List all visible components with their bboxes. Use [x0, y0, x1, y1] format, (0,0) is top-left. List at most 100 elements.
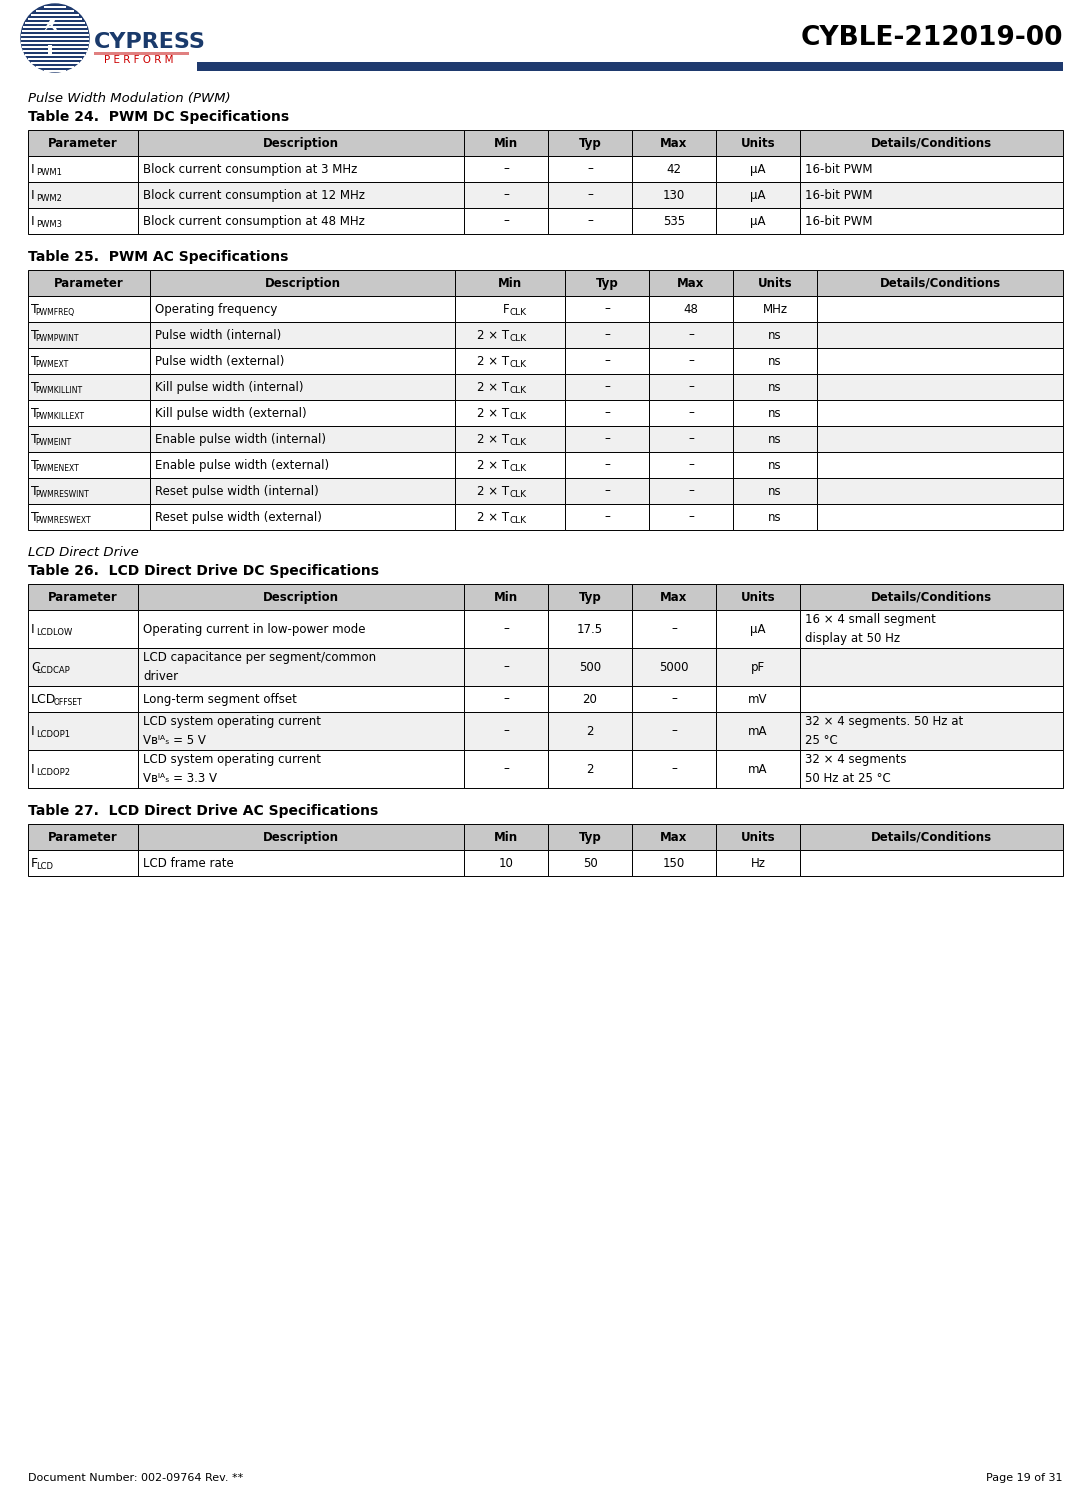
Text: ns: ns: [768, 380, 782, 393]
Bar: [733, 426, 817, 452]
Text: 130: 130: [663, 188, 685, 202]
Text: Max: Max: [660, 591, 687, 603]
Bar: [21, 42, 88, 43]
Text: CYPRESS: CYPRESS: [94, 31, 206, 52]
Bar: [455, 322, 565, 349]
Text: Reset pulse width (internal): Reset pulse width (internal): [155, 485, 319, 498]
Bar: [733, 374, 817, 399]
Text: 50: 50: [583, 857, 598, 869]
Bar: [817, 426, 1063, 452]
Text: I: I: [31, 163, 35, 175]
Bar: [137, 583, 464, 610]
Bar: [21, 37, 89, 40]
Text: 2 × T: 2 × T: [477, 407, 509, 419]
Text: Typ: Typ: [578, 136, 601, 150]
Bar: [455, 349, 565, 374]
Bar: [28, 452, 149, 479]
Text: ns: ns: [768, 407, 782, 419]
Bar: [649, 374, 733, 399]
Bar: [455, 452, 565, 479]
Bar: [565, 322, 649, 349]
Text: CLK: CLK: [509, 308, 526, 317]
Text: Kill pulse width (internal): Kill pulse width (internal): [155, 380, 303, 393]
Bar: [149, 399, 455, 426]
Text: –: –: [587, 188, 592, 202]
Text: Max: Max: [660, 136, 687, 150]
Text: –: –: [503, 661, 508, 673]
Bar: [94, 52, 189, 54]
Text: PWM3: PWM3: [36, 220, 62, 229]
Text: ns: ns: [768, 510, 782, 524]
Text: –: –: [688, 458, 694, 471]
Text: 2: 2: [586, 763, 594, 775]
Bar: [464, 712, 548, 749]
Text: 16-bit PWM: 16-bit PWM: [805, 214, 873, 227]
Bar: [28, 130, 137, 156]
Bar: [28, 208, 137, 233]
Bar: [800, 183, 1063, 208]
Text: ns: ns: [768, 432, 782, 446]
Bar: [716, 712, 800, 749]
Text: 2 × T: 2 × T: [477, 432, 509, 446]
Text: –: –: [503, 693, 508, 706]
Bar: [23, 25, 87, 28]
Text: I: I: [31, 622, 35, 636]
Bar: [632, 749, 716, 788]
Bar: [28, 349, 149, 374]
Bar: [565, 426, 649, 452]
Text: 16 × 4 small segment: 16 × 4 small segment: [805, 613, 936, 625]
Text: CYBLE-212019-00: CYBLE-212019-00: [801, 25, 1063, 51]
Text: Typ: Typ: [596, 277, 619, 290]
Text: Operating current in low-power mode: Operating current in low-power mode: [143, 622, 365, 636]
Text: –: –: [604, 329, 610, 341]
Bar: [632, 130, 716, 156]
Bar: [632, 648, 716, 687]
Bar: [548, 583, 632, 610]
Bar: [800, 583, 1063, 610]
Text: mV: mV: [748, 693, 768, 706]
Text: Table 27.  LCD Direct Drive AC Specifications: Table 27. LCD Direct Drive AC Specificat…: [28, 803, 379, 818]
Text: LCD frame rate: LCD frame rate: [143, 857, 233, 869]
Bar: [137, 749, 464, 788]
Bar: [28, 269, 149, 296]
Text: T: T: [31, 380, 39, 393]
Text: Pulse width (external): Pulse width (external): [155, 355, 285, 368]
Bar: [149, 452, 455, 479]
Text: Units: Units: [741, 136, 776, 150]
Text: –: –: [671, 693, 676, 706]
Bar: [137, 824, 464, 850]
Text: –: –: [688, 407, 694, 419]
Text: 10: 10: [499, 857, 514, 869]
Bar: [649, 504, 733, 530]
Bar: [28, 479, 149, 504]
Text: –: –: [503, 188, 508, 202]
Text: 535: 535: [663, 214, 685, 227]
Bar: [28, 183, 137, 208]
Text: Details/Conditions: Details/Conditions: [879, 277, 1000, 290]
Text: LCD: LCD: [31, 693, 57, 706]
Bar: [22, 30, 88, 31]
Bar: [548, 648, 632, 687]
Bar: [22, 46, 88, 48]
Text: I: I: [31, 724, 35, 738]
Bar: [548, 208, 632, 233]
Bar: [632, 610, 716, 648]
Text: Long-term segment offset: Long-term segment offset: [143, 693, 297, 706]
Bar: [455, 426, 565, 452]
Text: PWMEINT: PWMEINT: [36, 438, 72, 447]
Bar: [28, 504, 149, 530]
Text: LCDOP1: LCDOP1: [36, 730, 70, 739]
Bar: [649, 452, 733, 479]
Text: µA: µA: [751, 622, 766, 636]
Bar: [800, 687, 1063, 712]
Text: –: –: [503, 763, 508, 775]
Text: T: T: [31, 302, 39, 316]
Bar: [28, 583, 137, 610]
Text: T: T: [31, 407, 39, 419]
Bar: [137, 156, 464, 183]
Text: –: –: [688, 485, 694, 498]
Bar: [800, 749, 1063, 788]
Text: 150: 150: [663, 857, 685, 869]
Bar: [548, 712, 632, 749]
Text: Hz: Hz: [751, 857, 766, 869]
